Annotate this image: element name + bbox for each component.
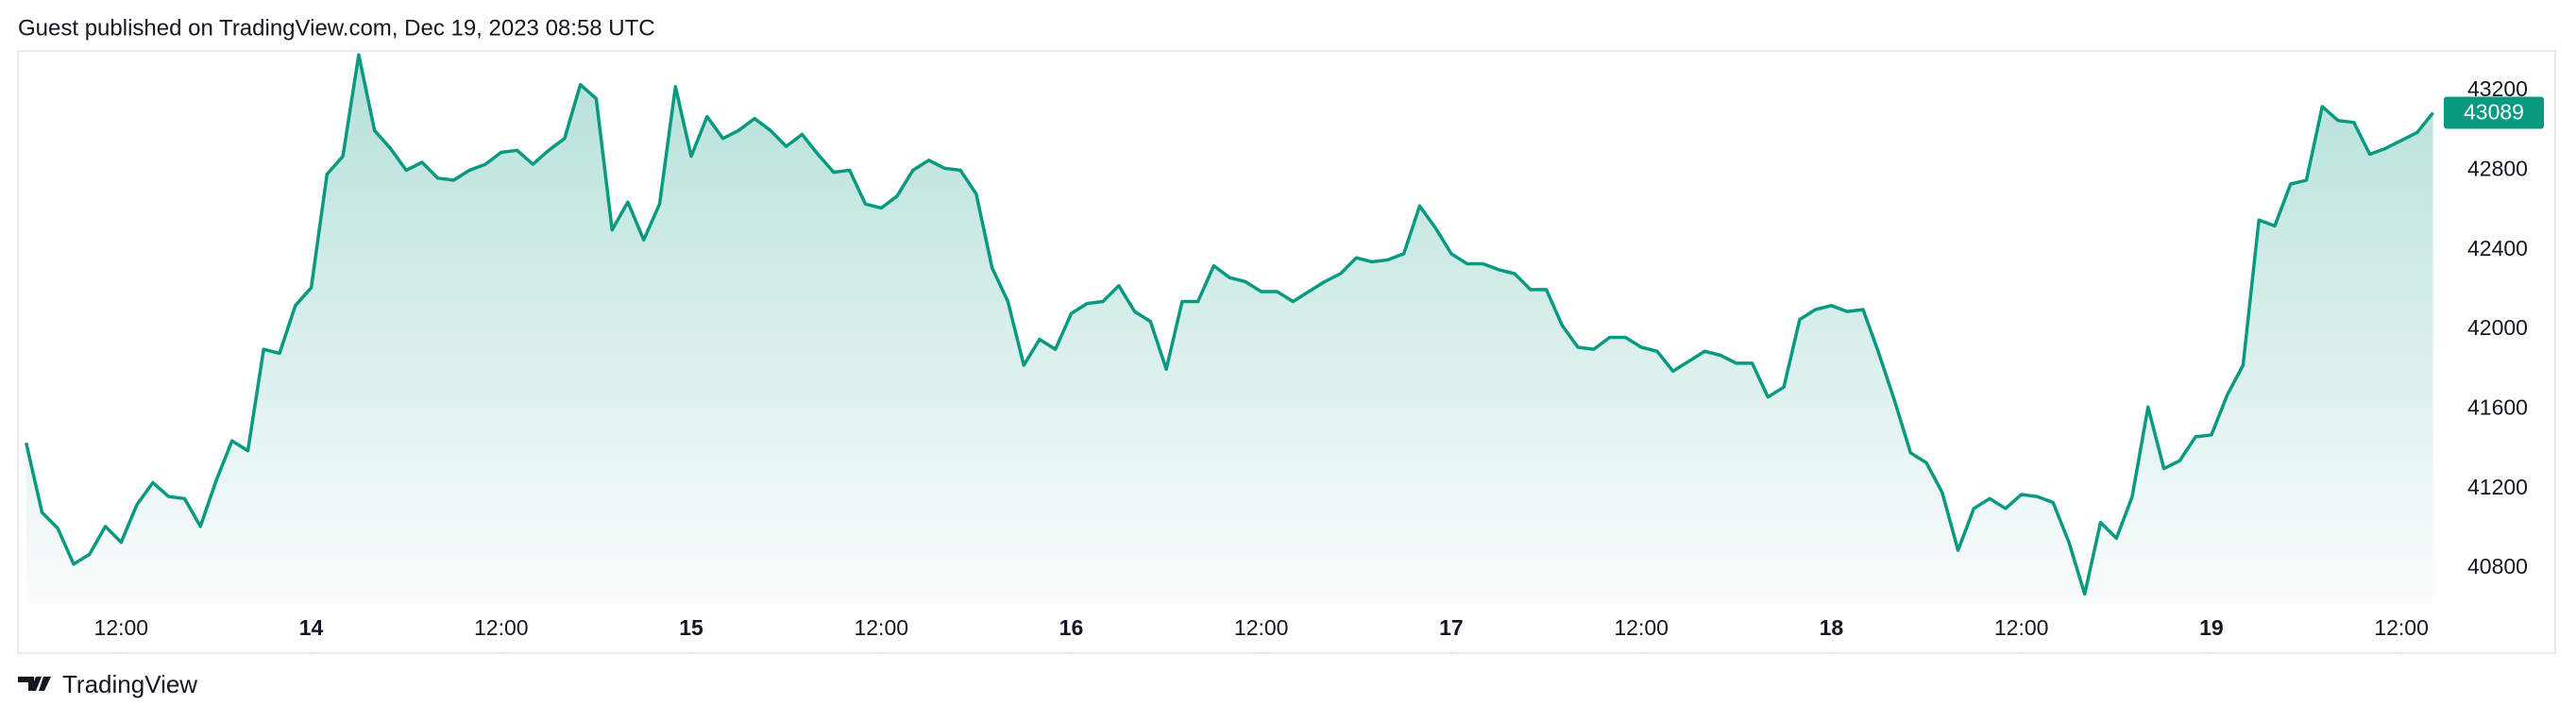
x-tick-label: 17 — [1439, 615, 1464, 640]
x-tick-label: 12:00 — [854, 615, 908, 640]
x-tick-label: 18 — [1820, 615, 1844, 640]
y-tick-label: 41600 — [2467, 394, 2528, 419]
x-tick-label: 12:00 — [2374, 615, 2429, 640]
x-tick-label: 12:00 — [1994, 615, 2049, 640]
x-tick-label: 12:00 — [1614, 615, 1669, 640]
y-tick-label: 40800 — [2467, 554, 2528, 578]
area-fill — [25, 55, 2433, 605]
y-tick-label: 42000 — [2467, 315, 2528, 340]
x-tick-label: 12:00 — [1234, 615, 1289, 640]
chart-frame — [17, 50, 2556, 654]
x-tick-label: 14 — [299, 615, 324, 640]
x-tick-label: 16 — [1059, 615, 1084, 640]
y-tick-label: 42800 — [2467, 156, 2528, 180]
y-tick-label: 42400 — [2467, 236, 2528, 260]
header-text: Guest published on TradingView.com, Dec … — [18, 15, 655, 41]
y-tick-label: 41200 — [2467, 475, 2528, 499]
x-tick-label: 19 — [2199, 615, 2224, 640]
last-price-badge — [2444, 96, 2544, 129]
x-tick-label: 12:00 — [94, 615, 149, 640]
price-line — [24, 53, 2434, 596]
last-price-label: 43089 — [2464, 100, 2524, 125]
brand-name: TradingView — [62, 670, 197, 698]
x-tick-label: 15 — [679, 615, 703, 640]
brand-logo — [18, 677, 51, 691]
x-tick-label: 12:00 — [474, 615, 529, 640]
